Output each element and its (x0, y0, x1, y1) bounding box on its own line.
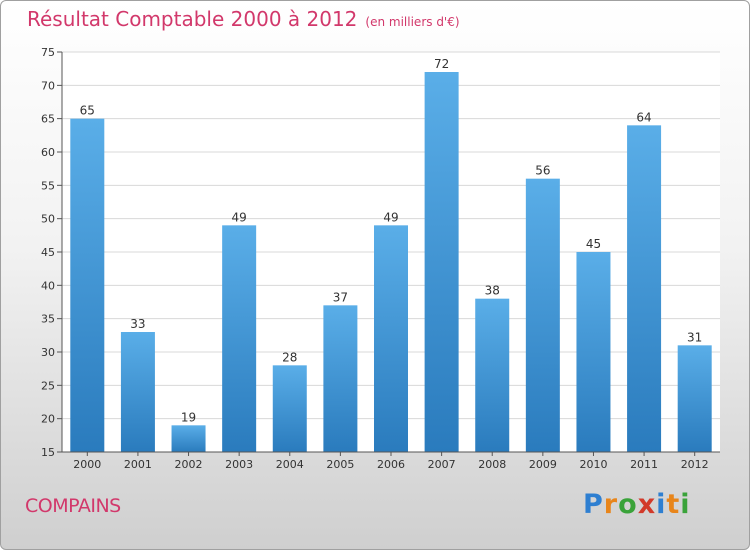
bar-2012 (677, 345, 712, 452)
x-tick-label: 2000 (73, 458, 101, 471)
bar-2004 (272, 365, 307, 452)
x-tick-labels: 2000 2001 2002 2003 2004 2005 2006 2007 2008 2009… (73, 458, 708, 471)
bar-2009 (525, 178, 560, 452)
logo-letter: o (618, 489, 638, 520)
y-tick-label: 75 (41, 46, 55, 59)
bar-2003 (222, 225, 257, 452)
bar-2007 (424, 72, 459, 452)
y-tick-label: 55 (41, 179, 55, 192)
x-tick-label: 2003 (225, 458, 253, 471)
x-tick-label: 2011 (630, 458, 658, 471)
y-tick-label: 50 (41, 213, 55, 226)
logo-letter: i (680, 489, 691, 520)
bar-2010 (576, 252, 611, 452)
proxiti-logo: Proxiti (583, 489, 691, 520)
data-label: 49 (232, 210, 247, 224)
y-tick-label: 30 (41, 346, 55, 359)
y-tick-label: 20 (41, 413, 55, 426)
axes (57, 51, 720, 456)
bar-2006 (374, 225, 408, 452)
chart-title: Résultat Comptable 2000 à 2012 (en millie… (27, 7, 460, 31)
x-tick-label: 2004 (276, 458, 304, 471)
data-label: 19 (181, 410, 196, 424)
bar-2001 (120, 332, 155, 452)
data-label: 65 (80, 104, 95, 118)
data-label: 38 (485, 284, 500, 298)
y-tick-label: 45 (41, 246, 55, 259)
y-tick-label: 15 (41, 446, 55, 459)
bar-2002 (171, 425, 206, 452)
logo-letter: P (583, 489, 604, 520)
x-tick-label: 2002 (175, 458, 203, 471)
chart-subtitle: (en milliers d'€) (365, 15, 460, 29)
bar-2008 (475, 298, 510, 452)
x-tick-label: 2010 (579, 458, 607, 471)
data-label: 28 (282, 350, 297, 364)
y-tick-label: 60 (41, 146, 55, 159)
data-label: 64 (636, 110, 651, 124)
data-labels: 65 33 19 49 28 37 49 72 38 56 45 64 31 (80, 57, 703, 424)
x-tick-label: 2012 (681, 458, 709, 471)
x-tick-label: 2005 (326, 458, 354, 471)
chart-title-text: Résultat Comptable 2000 à 2012 (27, 7, 358, 31)
data-label: 31 (687, 330, 702, 344)
place-name: COMPAINS (25, 495, 121, 517)
y-tick-label: 70 (41, 79, 55, 92)
x-tick-label: 2007 (428, 458, 456, 471)
bar-2000 (70, 118, 105, 453)
bar-2005 (323, 305, 358, 452)
bars (70, 72, 712, 453)
data-label: 37 (333, 290, 348, 304)
y-tick-label: 40 (41, 279, 55, 292)
data-label: 33 (130, 317, 145, 331)
logo-letter: x (637, 489, 657, 520)
y-tick-label: 35 (41, 313, 55, 326)
bar-2011 (627, 125, 662, 452)
x-tick-label: 2001 (124, 458, 152, 471)
x-tick-label: 2009 (529, 458, 557, 471)
x-tick-label: 2008 (478, 458, 506, 471)
data-label: 45 (586, 237, 601, 251)
x-tick-label: 2006 (377, 458, 405, 471)
data-label: 72 (434, 57, 449, 71)
logo-letter: t (666, 489, 681, 520)
logo-letter: r (603, 489, 619, 520)
data-label: 49 (383, 210, 398, 224)
logo-letter: i (656, 489, 667, 520)
data-label: 56 (535, 164, 550, 178)
y-tick-label: 65 (41, 113, 55, 126)
y-tick-labels: 15 20 25 30 35 40 45 50 55 60 65 70 75 (41, 46, 55, 459)
y-tick-label: 25 (41, 379, 55, 392)
